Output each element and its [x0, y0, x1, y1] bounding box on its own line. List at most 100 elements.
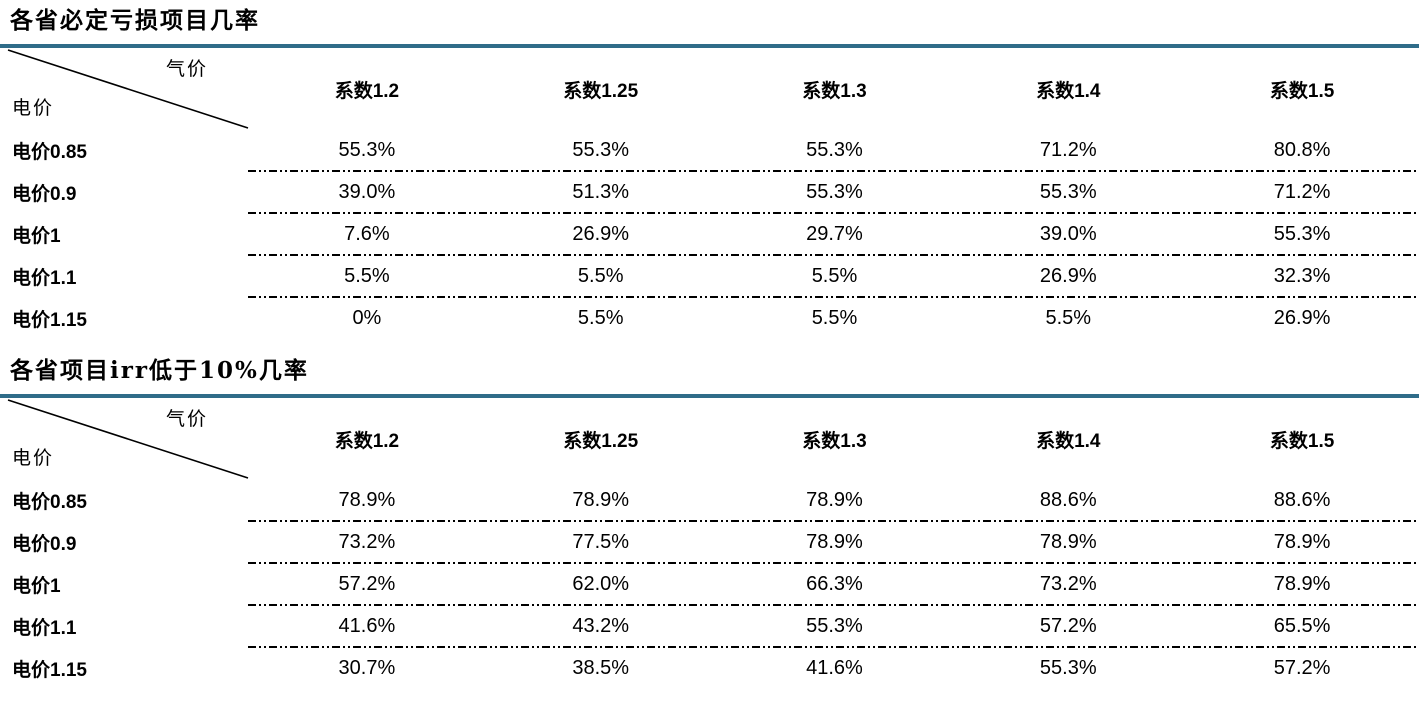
row-label-electricity-price: 电价1 — [12, 225, 61, 247]
diagonal-header-cell: 气价电价 — [0, 48, 250, 130]
row-separator-dashed — [248, 296, 1419, 298]
row-label-electricity-price: 电价1.15 — [12, 309, 87, 331]
probability-cell: 29.7% — [806, 222, 863, 245]
corner-label-electricity-price: 电价 — [12, 448, 55, 469]
corner-label-gas-price: 气价 — [165, 409, 208, 430]
probability-cell: 78.9% — [572, 488, 630, 511]
probability-cell: 7.6% — [344, 222, 390, 245]
probability-cell: 55.3% — [338, 138, 396, 161]
probability-cell: 26.9% — [1273, 306, 1331, 329]
probability-cell: 78.9% — [338, 488, 396, 511]
probability-cell: 62.0% — [572, 572, 630, 595]
probability-cell: 5.5% — [577, 306, 624, 329]
probability-cell: 78.9% — [806, 488, 863, 511]
probability-cell: 88.6% — [1039, 488, 1097, 511]
row-label-electricity-price: 电价0.85 — [12, 141, 87, 163]
probability-cell: 78.9% — [1039, 530, 1097, 553]
probability-cell: 88.6% — [1273, 488, 1331, 511]
probability-cell: 26.9% — [572, 222, 630, 245]
probability-cell: 5.5% — [344, 264, 390, 287]
probability-cell: 30.7% — [338, 656, 396, 679]
column-header-coefficient: 系数1.25 — [563, 80, 639, 102]
probability-cell: 55.3% — [1273, 222, 1331, 245]
probability-table-section: 各省必定亏损项目几率气价电价 系数1.2 系数1.25 系数1.3 系数1.4 系数1.5… — [0, 0, 1419, 338]
diagonal-divider-line — [7, 49, 249, 129]
probability-cell: 38.5% — [572, 656, 630, 679]
probability-cell: 57.2% — [338, 572, 396, 595]
probability-cell: 65.5% — [1273, 614, 1331, 637]
probability-cell: 77.5% — [572, 530, 630, 553]
column-header-coefficient: 系数1.5 — [1269, 430, 1335, 452]
column-header-coefficient: 系数1.2 — [334, 80, 400, 102]
row-separator-dashed — [248, 562, 1419, 564]
probability-cell: 73.2% — [1039, 572, 1097, 595]
table-row: 电价1.15 0% 5.5% 5.5% 5.5% 26.9% — [0, 298, 1419, 338]
probability-cell: 5.5% — [811, 306, 858, 329]
table-row: 电价1 57.2% 62.0% 66.3% 73.2% 78.9% — [0, 564, 1419, 604]
probability-cell: 39.0% — [1039, 222, 1097, 245]
probability-cell: 55.3% — [1039, 180, 1097, 203]
probability-cell: 78.9% — [1273, 530, 1331, 553]
probability-cell: 80.8% — [1273, 138, 1331, 161]
row-separator-dashed — [248, 212, 1419, 214]
probability-cell: 43.2% — [572, 614, 630, 637]
table-title: 各省项目irr低于10%几率 — [10, 357, 309, 384]
row-separator-dashed — [248, 646, 1419, 648]
probability-cell: 78.9% — [1273, 572, 1331, 595]
row-label-electricity-price: 电价1.1 — [12, 617, 77, 639]
title-underline-rule — [0, 394, 1419, 398]
row-label-electricity-price: 电价0.9 — [12, 533, 77, 555]
column-header-coefficient: 系数1.3 — [802, 430, 867, 452]
row-label-electricity-price: 电价0.9 — [12, 183, 77, 205]
column-header-coefficient: 系数1.3 — [802, 80, 867, 102]
table-row: 电价0.85 55.3% 55.3% 55.3% 71.2% 80.8% — [0, 130, 1419, 170]
probability-cell: 0% — [352, 306, 382, 329]
table-header-row: 气价电价 系数1.2 系数1.25 系数1.3 系数1.4 系数1.5 — [0, 48, 1419, 130]
column-header-coefficient: 系数1.5 — [1269, 80, 1335, 102]
probability-cell: 73.2% — [338, 530, 396, 553]
probability-cell: 55.3% — [806, 614, 863, 637]
probability-cell: 55.3% — [572, 138, 630, 161]
row-label-electricity-price: 电价1 — [12, 575, 61, 597]
row-label-electricity-price: 电价1.1 — [12, 267, 77, 289]
probability-cell: 51.3% — [572, 180, 630, 203]
row-separator-dashed — [248, 170, 1419, 172]
column-header-coefficient: 系数1.4 — [1036, 80, 1101, 102]
probability-cell: 26.9% — [1039, 264, 1097, 287]
probability-cell: 41.6% — [338, 614, 396, 637]
diagonal-header-cell: 气价电价 — [0, 398, 250, 480]
table-title: 各省必定亏损项目几率 — [10, 7, 260, 34]
column-header-coefficient: 系数1.25 — [563, 430, 639, 452]
probability-cell: 55.3% — [806, 180, 863, 203]
probability-cell: 78.9% — [806, 530, 863, 553]
probability-cell: 71.2% — [1039, 138, 1097, 161]
table-row: 电价0.85 78.9% 78.9% 78.9% 88.6% 88.6% — [0, 480, 1419, 520]
row-label-electricity-price: 电价0.85 — [12, 491, 87, 513]
corner-label-gas-price: 气价 — [165, 59, 208, 80]
table-row: 电价1.1 5.5% 5.5% 5.5% 26.9% 32.3% — [0, 256, 1419, 296]
table-header-row: 气价电价 系数1.2 系数1.25 系数1.3 系数1.4 系数1.5 — [0, 398, 1419, 480]
probability-cell: 55.3% — [1039, 656, 1097, 679]
table-row: 电价1.15 30.7% 38.5% 41.6% 55.3% 57.2% — [0, 648, 1419, 688]
row-separator-dashed — [248, 604, 1419, 606]
corner-label-electricity-price: 电价 — [12, 98, 55, 119]
table-row: 电价0.9 39.0% 51.3% 55.3% 55.3% 71.2% — [0, 172, 1419, 212]
table-row: 电价1 7.6% 26.9% 29.7% 39.0% 55.3% — [0, 214, 1419, 254]
probability-cell: 39.0% — [338, 180, 396, 203]
probability-table-section: 各省项目irr低于10%几率气价电价 系数1.2 系数1.25 系数1.3 系数1.4 系… — [0, 350, 1419, 688]
row-label-electricity-price: 电价1.15 — [12, 659, 87, 681]
probability-cell: 55.3% — [806, 138, 863, 161]
table-row: 电价1.1 41.6% 43.2% 55.3% 57.2% 65.5% — [0, 606, 1419, 646]
title-underline-rule — [0, 44, 1419, 48]
table-row: 电价0.9 73.2% 77.5% 78.9% 78.9% 78.9% — [0, 522, 1419, 562]
column-header-coefficient: 系数1.2 — [334, 430, 400, 452]
row-separator-dashed — [248, 254, 1419, 256]
probability-cell: 57.2% — [1039, 614, 1097, 637]
probability-cell: 41.6% — [806, 656, 863, 679]
probability-cell: 57.2% — [1273, 656, 1331, 679]
column-header-coefficient: 系数1.4 — [1036, 430, 1101, 452]
probability-cell: 71.2% — [1273, 180, 1331, 203]
row-separator-dashed — [248, 520, 1419, 522]
probability-cell: 5.5% — [811, 264, 858, 287]
